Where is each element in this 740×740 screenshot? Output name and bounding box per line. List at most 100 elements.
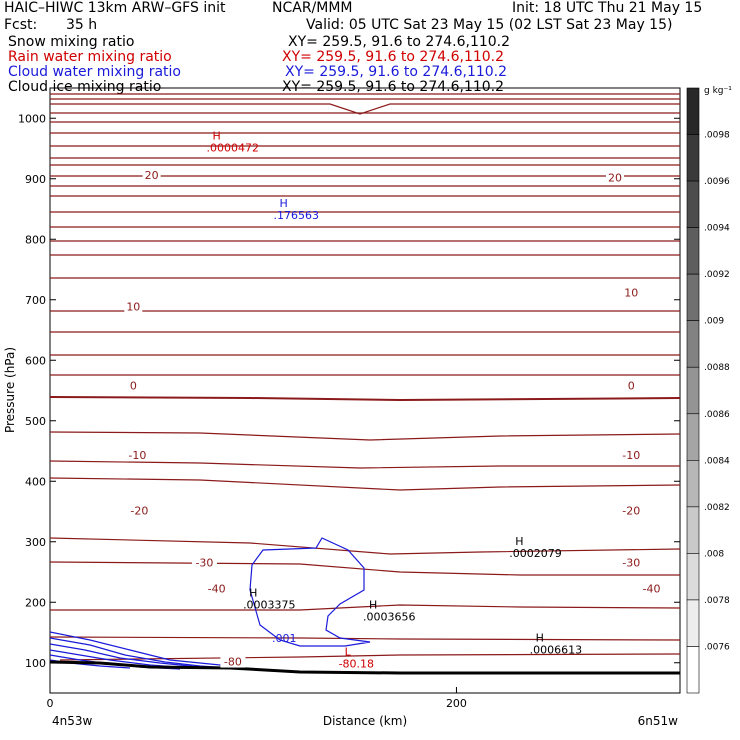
terrain-line <box>49 660 680 675</box>
isotherm-label: -30 <box>195 556 213 569</box>
isotherm-label: 20 <box>145 169 159 182</box>
colorbar-label: .0076 <box>704 642 730 652</box>
valid-time: Valid: 05 UTC Sat 23 May 15 (02 LST Sat … <box>306 17 673 33</box>
isotherm-label-bg <box>220 655 246 668</box>
isotherm-label-bg <box>622 286 641 299</box>
extremum-type: L <box>345 646 352 659</box>
extremum-type: H <box>249 586 257 599</box>
colorbar-label: .0084 <box>704 456 730 466</box>
y-tick-label: 500 <box>25 415 46 428</box>
isotherm-label-bg <box>142 169 161 182</box>
colorbar-label: .0092 <box>704 270 730 280</box>
isotherm-label: -40 <box>208 582 226 595</box>
extremum-type: H <box>280 197 288 210</box>
field-name-rain: Rain water mixing ratio <box>8 49 172 65</box>
extremum-value: .0003656 <box>363 610 416 623</box>
colorbar-label: .0078 <box>704 596 730 606</box>
extremum-value: .0002079 <box>509 547 561 560</box>
extremum-value: -80.18 <box>339 658 374 671</box>
extremum-type: H <box>515 535 523 548</box>
colorbar-label: .0088 <box>704 363 730 373</box>
y-tick-label: 300 <box>25 536 46 549</box>
colorbar-swatch <box>686 87 700 135</box>
y-tick-label: 700 <box>25 294 46 307</box>
isotherm-label: -80 <box>224 656 242 669</box>
colorbar-swatch <box>686 180 700 228</box>
extremum-value: .0003375 <box>243 598 296 611</box>
colorbar-label: .0098 <box>704 131 730 141</box>
isotherm-label-bg <box>618 504 644 517</box>
isotherm-label: 0 <box>130 380 137 393</box>
colorbar-label: .009 <box>704 317 724 327</box>
y-tick-label: 900 <box>25 173 46 186</box>
plot-frame <box>49 87 681 694</box>
x-axis-label: Distance (km) <box>323 714 407 728</box>
colorbar-swatch <box>686 553 700 601</box>
isotherm-label: 0 <box>628 380 635 393</box>
colorbar-swatch <box>686 134 700 182</box>
colorbar-swatch <box>686 413 700 461</box>
colorbar-swatch <box>686 506 700 554</box>
isotherm-label-bg <box>618 556 644 569</box>
isotherm-label: -40 <box>643 582 661 595</box>
colorbar-swatch <box>686 646 700 694</box>
colorbar-swatch <box>686 460 700 508</box>
colorbar-swatch <box>686 599 700 647</box>
field-name-snow: Snow mixing ratio <box>8 34 135 50</box>
colorbar-swatch <box>686 320 700 368</box>
colorbar-label: .008 <box>704 549 724 559</box>
field-xy-rain: XY= 259.5, 91.6 to 274.6,110.2 <box>282 49 505 65</box>
x-axis-ticks: 0 200 <box>47 687 467 710</box>
colorbar-label: .0094 <box>704 224 730 234</box>
y-axis-label: Pressure (hPa) <box>3 347 17 433</box>
isotherm-label: -10 <box>622 449 640 462</box>
isotherm-label: 10 <box>126 300 140 313</box>
y-tick-label: 800 <box>25 233 46 246</box>
y-tick-label: 100 <box>25 657 46 670</box>
extremum-value: .176563 <box>274 209 320 222</box>
isotherm-label-bg <box>618 449 644 462</box>
y-tick-label: 400 <box>25 475 46 488</box>
isotherm-label-bg <box>127 379 139 392</box>
y-tick-label: 600 <box>25 354 46 367</box>
field-name-cloudice: Cloud ice mixing ratio <box>8 79 162 95</box>
isotherm-label: -20 <box>622 504 640 517</box>
org-label: NCAR/MMM <box>272 0 353 16</box>
y-tick-label: 200 <box>25 596 46 609</box>
isotherm-label: -30 <box>622 556 640 569</box>
isotherm-label-bg <box>124 449 150 462</box>
colorbar-swatch <box>686 227 700 275</box>
field-xy-cloudwater: XY= 259.5, 91.6 to 274.6,110.2 <box>285 64 508 80</box>
field-xy-snow: XY= 259.5, 91.6 to 274.6,110.2 <box>288 34 511 50</box>
field-name-cloudwater: Cloud water mixing ratio <box>8 64 181 80</box>
init-time: Init: 18 UTC Thu 21 May 15 <box>512 0 703 16</box>
field-xy-cloudice: XY= 259.5, 91.6 to 274.6,110.2 <box>282 79 505 95</box>
isotherm-label-bg <box>625 379 637 392</box>
isotherm-label: 10 <box>624 286 638 299</box>
isotherm-label: 20 <box>608 172 622 185</box>
left-endpoint: 4n53w <box>52 714 93 728</box>
isotherm-label-bg <box>204 582 230 595</box>
extremum-value: .0000472 <box>206 141 259 154</box>
isotherm-lines <box>49 93 681 661</box>
colorbar-swatch <box>686 273 700 321</box>
colorbar-label: .0096 <box>704 177 730 187</box>
fcst-value: 35 h <box>66 17 98 33</box>
fcst-label: Fcst: <box>4 17 38 33</box>
extrema-labels: L-80.18H.0006613H.0003656H.0003375H.0002… <box>206 129 582 670</box>
model-title: HAIC–HIWC 13km ARW–GFS init <box>4 0 226 16</box>
cloud-water-contour-label: .001 <box>272 632 297 645</box>
colorbar-label: .0082 <box>704 503 730 513</box>
isotherm-label-bg <box>126 504 152 517</box>
isotherm-label-bg <box>605 171 624 184</box>
extremum-type: H <box>212 129 220 142</box>
isotherm-label-bg <box>124 300 143 313</box>
x-tick-label: 0 <box>47 697 54 710</box>
colorbar: .0098 .0096 .0094 .0092 .009 .0088 .0086 .0084.… <box>686 87 730 694</box>
colorbar-unit: g kg⁻¹ <box>704 86 732 96</box>
extremum-type: H <box>536 632 544 645</box>
x-tick-label: 200 <box>446 697 467 710</box>
